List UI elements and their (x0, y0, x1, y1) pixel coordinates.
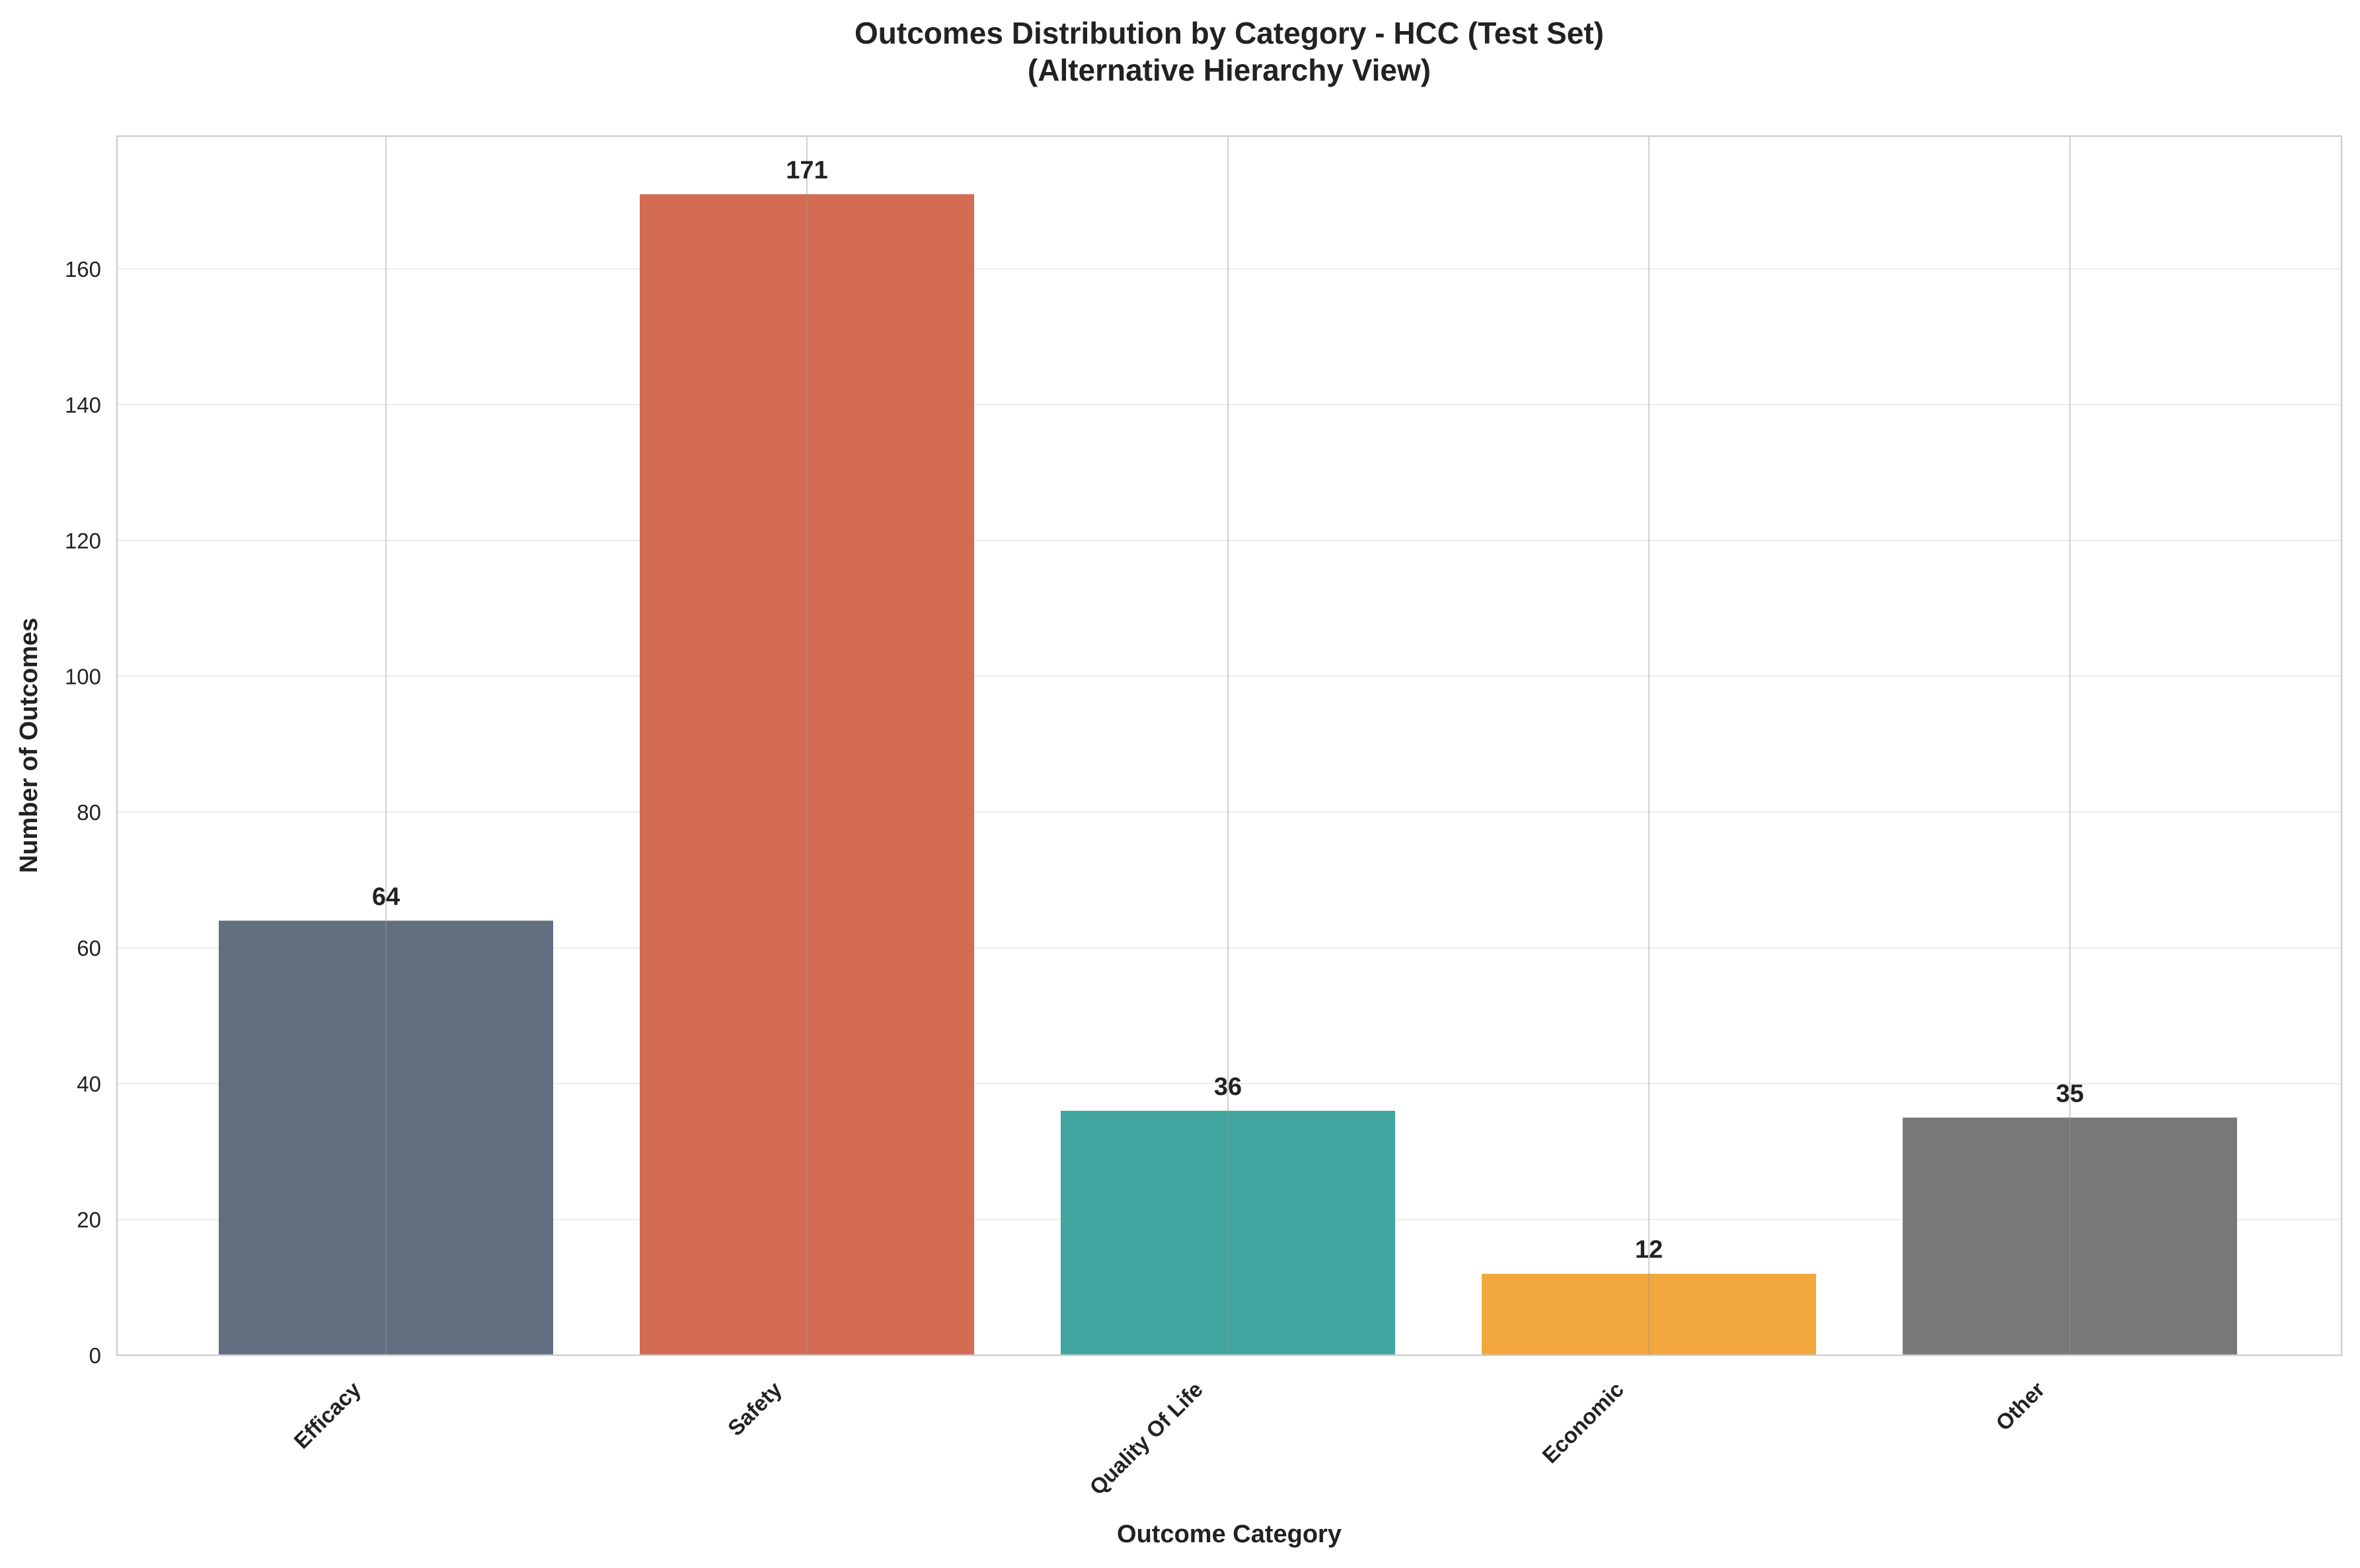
y-tick-label: 120 (65, 529, 101, 553)
bar-value-label: 64 (372, 883, 400, 911)
y-tick-label: 140 (65, 392, 101, 417)
plot-frame (116, 135, 2343, 1357)
y-tick-label: 80 (77, 800, 101, 825)
y-tick-label: 40 (77, 1072, 101, 1096)
y-tick-label: 100 (65, 664, 101, 689)
bar-layer (219, 194, 2237, 1355)
y-tick-label: 20 (77, 1207, 101, 1232)
chart-title-line-2: (Alternative Hierarchy View) (1028, 53, 1431, 87)
chart-title-line-1: Outcomes Distribution by Category - HCC … (855, 16, 1604, 50)
bar (1061, 1111, 1395, 1355)
y-axis-label: Number of Outcomes (15, 618, 43, 873)
bar-value-label: 35 (2056, 1080, 2084, 1107)
value-label-layer: 64 171 36 12 35 (372, 157, 2084, 1264)
bar (1903, 1117, 2237, 1355)
vertical-grid-layer (385, 136, 2071, 1355)
bar (219, 920, 553, 1355)
x-axis-label: Outcome Category (1117, 1520, 1342, 1548)
y-tick-label: 160 (65, 257, 101, 281)
y-tick-layer: 0 20 40 60 80 100 120 140 160 (65, 257, 101, 1368)
bar-value-label: 12 (1635, 1236, 1663, 1264)
y-tick-label: 0 (89, 1343, 101, 1368)
y-tick-label: 60 (77, 936, 101, 960)
bar-value-label: 171 (786, 157, 827, 184)
bar-value-label: 36 (1214, 1073, 1242, 1101)
bar (640, 194, 974, 1355)
bar (1482, 1273, 1816, 1355)
